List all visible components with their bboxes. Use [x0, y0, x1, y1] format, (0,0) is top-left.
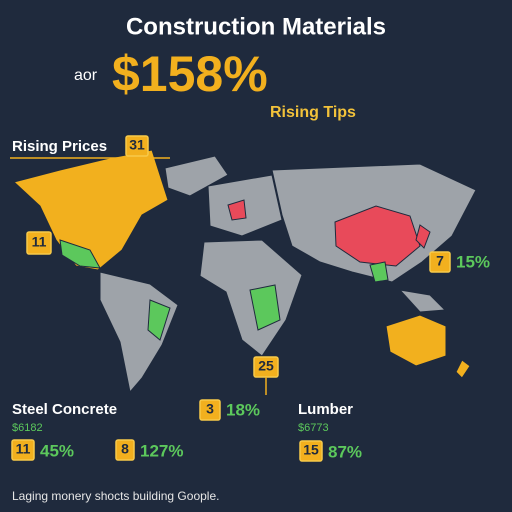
panel-title: Steel Concrete	[12, 401, 117, 418]
title: Construction Materials	[126, 13, 386, 40]
headline: $158%	[112, 46, 268, 102]
badge: 3	[199, 399, 221, 421]
badge-text: 8	[121, 441, 129, 457]
panel-value: 87%	[328, 442, 362, 461]
badge: 15	[299, 440, 323, 462]
badge-text: 11	[16, 441, 31, 457]
panel-value: 45%	[40, 441, 74, 460]
badge: 25	[253, 356, 279, 378]
badge: 7	[429, 251, 451, 273]
badge: 8	[115, 439, 135, 461]
world-map	[12, 149, 477, 394]
badge-text: 31	[129, 137, 145, 153]
panel-title: Lumber	[298, 401, 353, 418]
badge-text: 15	[303, 442, 319, 458]
subtitle: Rising Tips	[270, 104, 356, 121]
badge-text: 3	[206, 401, 214, 417]
badge-text: 11	[32, 234, 47, 250]
panel-price: $6182	[12, 422, 43, 434]
badge: 11	[26, 231, 52, 255]
panel-price: $6773	[298, 422, 329, 434]
prefix: aor	[74, 67, 98, 84]
badge-text: 7	[436, 253, 444, 269]
footer: Laging monery shocts building Goople.	[12, 489, 219, 503]
rising-prices-label: Rising Prices	[12, 138, 107, 155]
badge: 11	[11, 439, 35, 461]
marker-value: 18%	[226, 400, 260, 419]
badge: 31	[125, 135, 149, 157]
marker-value: 15%	[456, 252, 490, 271]
badge-text: 25	[258, 358, 274, 374]
panel-value: 127%	[140, 441, 183, 460]
